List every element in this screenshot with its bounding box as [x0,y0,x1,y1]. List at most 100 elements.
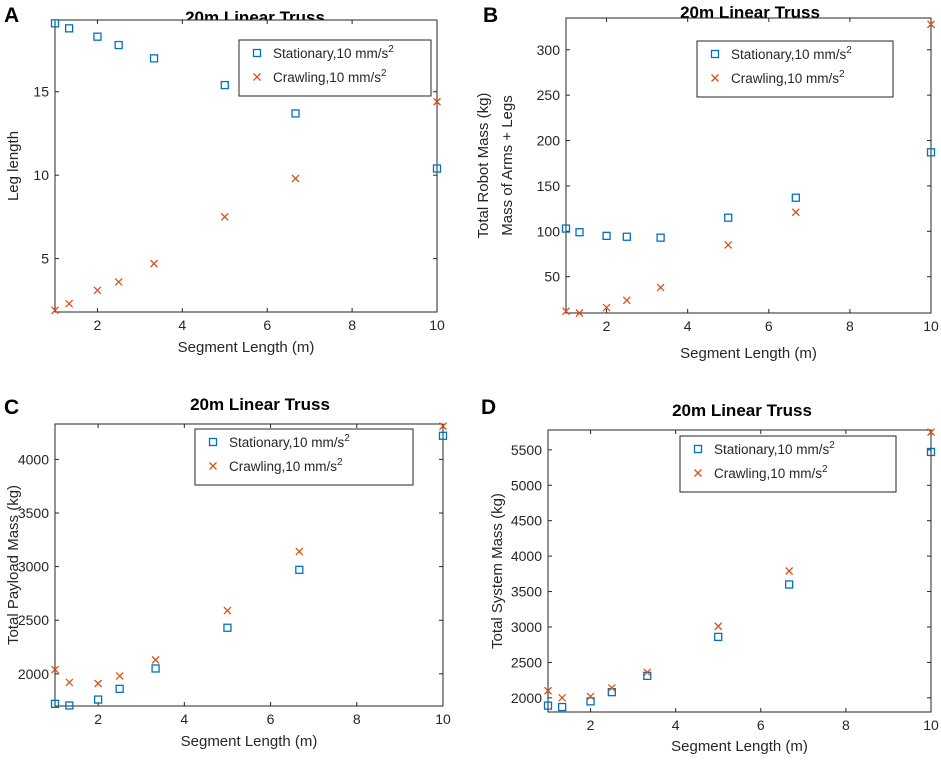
y-axis-label: Mass of Arms + Legs [499,95,516,235]
data-point-stationary [223,623,232,632]
x-tick-label: 2 [587,717,595,733]
y-tick-label: 100 [537,223,561,239]
legend-marker-stroke-b [209,462,217,470]
x-tick-label: 6 [765,318,773,334]
data-point-stationary [149,54,159,63]
data-point-crawling-stroke-b [115,672,124,680]
legend-entry-superscript: 2 [829,440,835,451]
y-tick-label: 250 [537,87,561,103]
y-tick-label: 4000 [18,451,49,467]
data-point-stationary [714,632,723,642]
y-tick-label: 5500 [511,442,542,458]
data-point-crawling-stroke-b [643,668,652,677]
legend-entry-superscript: 2 [381,68,387,79]
data-point-crawling [562,307,570,316]
data-point-crawling [656,283,665,292]
x-tick-label: 2 [94,711,102,727]
series-stationary [543,447,936,712]
data-point-crawling [927,20,935,29]
legend-entry-text: Crawling,10 mm/s [273,70,381,85]
legend-entry-superscript: 2 [839,69,845,80]
x-tick-label: 10 [429,317,445,333]
data-point-crawling-stroke-b [724,240,733,249]
panel-label: A [4,4,19,27]
legend-marker-stroke-b [253,73,261,81]
data-point-crawling [607,683,616,692]
y-tick-label: 300 [537,42,561,58]
legend-entry-text: Stationary,10 mm/s [731,47,847,62]
chart-panel-c: C 20m Linear Truss 2 4 6 8 10 2000 2500 3000 3500 4… [4,395,451,750]
series-crawling [51,422,447,688]
data-point-stationary [93,32,102,41]
data-point-stationary [926,447,936,457]
x-axis-label: Segment Length (m) [671,738,808,755]
x-tick-label: 4 [672,717,680,733]
y-tick-label: 150 [537,178,561,194]
data-point-stationary [575,228,584,237]
y-tick-label: 2000 [18,666,49,682]
data-point-crawling [791,208,800,217]
legend-marker [253,73,261,81]
y-tick-label: 2500 [18,612,49,628]
y-axis-label: Total Robot Mass (kg) [475,93,492,239]
data-point-stationary [432,164,442,173]
data-point-crawling [643,668,652,677]
x-tick-label: 8 [348,317,356,333]
y-tick-label: 3000 [18,559,49,575]
y-axis-label: Leg length [5,131,22,201]
data-point-crawling [586,692,595,701]
data-point-crawling [291,174,300,183]
data-point-crawling [93,286,102,295]
y-axis-label: Total Payload Mass (kg) [5,485,22,645]
panel-label: D [481,396,496,419]
data-point-crawling [51,306,59,315]
data-point-stationary [291,109,300,118]
y-tick-label: 15 [33,84,49,100]
data-point-crawling-stroke-b [151,655,160,664]
data-point-crawling [602,303,611,312]
x-axis-label: Segment Length (m) [680,345,817,362]
legend-entry-text: Crawling,10 mm/s [229,459,337,474]
x-tick-label: 6 [267,711,275,727]
data-point-crawling-stroke-b [607,683,616,692]
legend-entry: Crawling,10 mm/s2 [731,69,845,86]
legend-box [238,39,432,97]
data-point-crawling [927,428,935,437]
legend-box [194,428,414,486]
data-point-crawling-stroke-b [223,606,232,615]
y-tick-label: 3500 [18,505,49,521]
data-point-crawling-stroke-b [575,309,584,317]
y-tick-label: 2500 [511,654,542,670]
data-point-crawling [223,606,232,615]
data-point-stationary [220,80,229,90]
x-axis-label: Segment Length (m) [181,733,318,750]
data-point-crawling-stroke-b [51,665,59,674]
legend-entry: Crawling,10 mm/s2 [229,457,343,474]
data-point-stationary [64,24,74,33]
data-point-stationary [926,148,936,157]
data-point-crawling [724,240,733,249]
panel-label: C [4,396,19,419]
data-point-crawling [622,296,631,305]
data-point-crawling-stroke-b [656,283,665,292]
data-point-crawling-stroke-b [65,678,74,687]
chart-title: 20m Linear Truss [190,395,330,414]
legend-box [679,435,897,493]
legend-entry-superscript: 2 [846,45,852,56]
data-point-crawling [94,679,103,688]
data-point-crawling-stroke-b [714,622,723,631]
x-tick-label: 4 [180,711,188,727]
y-tick-label: 2000 [511,690,542,706]
data-point-stationary [656,233,665,242]
data-point-crawling-stroke-b [93,286,102,295]
y-tick-label: 4000 [511,548,542,564]
data-point-crawling [575,309,584,317]
data-point-crawling [558,693,567,702]
legend-box [696,40,894,98]
data-point-crawling-stroke-b [791,208,800,217]
data-point-stationary [724,213,733,222]
legend-entry-text: Crawling,10 mm/s [731,71,839,86]
